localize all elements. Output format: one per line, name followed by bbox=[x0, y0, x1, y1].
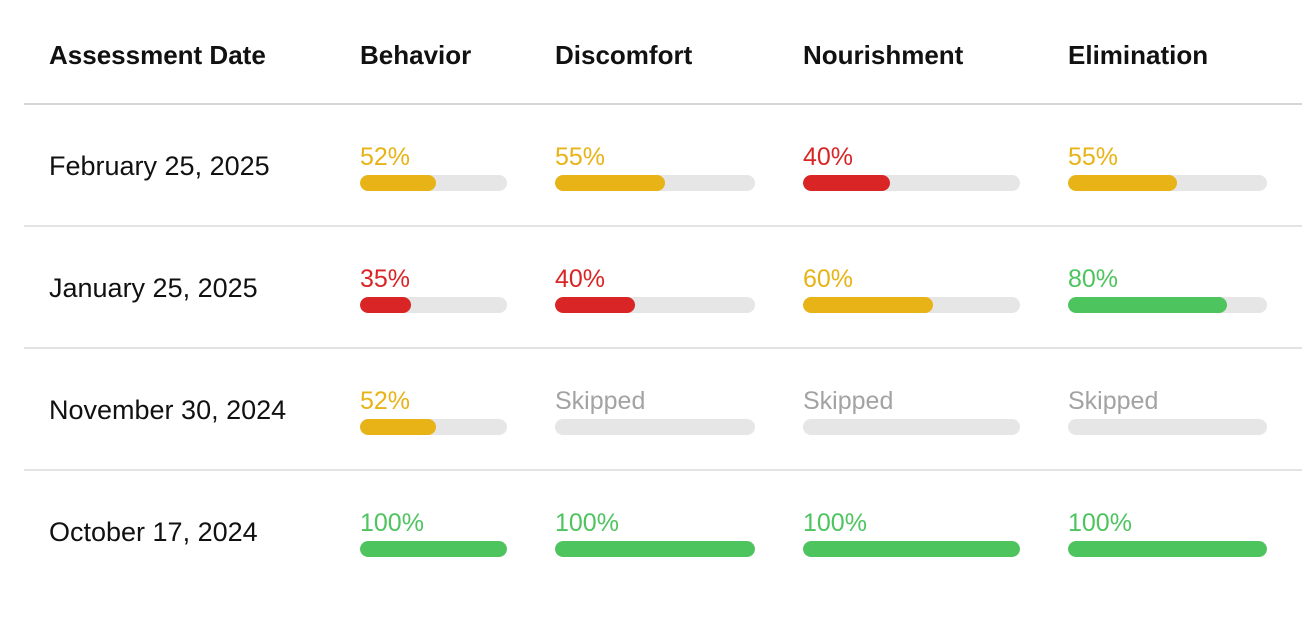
score-bar-track bbox=[803, 419, 1020, 435]
behavior-score: 35% bbox=[360, 265, 507, 313]
nourishment-score: Skipped bbox=[803, 387, 1020, 435]
score-bar-fill bbox=[803, 297, 934, 313]
table-row: January 25, 2025 35% 40% 60% 80% bbox=[24, 227, 1302, 349]
score-label: Skipped bbox=[555, 387, 646, 415]
score-label: Skipped bbox=[1068, 387, 1159, 415]
score-bar-fill bbox=[360, 297, 412, 313]
score-label: 40% bbox=[803, 143, 854, 171]
header-nourishment: Nourishment bbox=[803, 40, 964, 70]
score-bar-track bbox=[555, 175, 755, 191]
score-bar-fill bbox=[555, 541, 755, 557]
score-bar-fill bbox=[360, 541, 507, 557]
assessment-date: January 25, 2025 bbox=[49, 273, 258, 303]
assessment-date: November 30, 2024 bbox=[49, 395, 287, 425]
score-label: 100% bbox=[1068, 509, 1132, 537]
behavior-score: 52% bbox=[360, 387, 507, 435]
discomfort-score: Skipped bbox=[555, 387, 755, 435]
header-discomfort: Discomfort bbox=[555, 40, 693, 70]
elimination-score: 55% bbox=[1068, 143, 1267, 191]
score-bar-fill bbox=[555, 175, 665, 191]
elimination-score: Skipped bbox=[1068, 387, 1267, 435]
nourishment-score: 60% bbox=[803, 265, 1020, 313]
score-label: Skipped bbox=[803, 387, 894, 415]
score-bar-track bbox=[803, 175, 1020, 191]
score-bar-track bbox=[555, 541, 755, 557]
discomfort-score: 55% bbox=[555, 143, 755, 191]
score-bar-fill bbox=[803, 175, 890, 191]
score-bar-track bbox=[555, 419, 755, 435]
assessment-date: February 25, 2025 bbox=[49, 151, 270, 181]
score-bar-track bbox=[1068, 419, 1267, 435]
score-bar-fill bbox=[555, 297, 635, 313]
table-row: October 17, 2024 100% 100% 100% 100% bbox=[24, 471, 1302, 593]
nourishment-score: 100% bbox=[803, 509, 1020, 557]
nourishment-score: 40% bbox=[803, 143, 1020, 191]
header-behavior: Behavior bbox=[360, 40, 472, 70]
elimination-score: 80% bbox=[1068, 265, 1267, 313]
score-label: 60% bbox=[803, 265, 854, 293]
score-label: 100% bbox=[360, 509, 424, 537]
score-label: 100% bbox=[803, 509, 867, 537]
score-bar-fill bbox=[1068, 175, 1178, 191]
discomfort-score: 40% bbox=[555, 265, 755, 313]
score-bar-track bbox=[1068, 297, 1267, 313]
score-bar-fill bbox=[360, 419, 437, 435]
table-row: February 25, 2025 52% 55% 40% 55% bbox=[24, 105, 1302, 227]
elimination-score: 100% bbox=[1068, 509, 1267, 557]
score-bar-track bbox=[360, 541, 507, 557]
table-row: November 30, 2024 52% Skipped Skipped Sk… bbox=[24, 349, 1302, 471]
score-bar-track bbox=[360, 297, 507, 313]
score-bar-track bbox=[360, 175, 507, 191]
assessment-date: October 17, 2024 bbox=[49, 517, 258, 547]
score-label: 52% bbox=[360, 143, 411, 171]
header-elimination: Elimination bbox=[1068, 40, 1209, 70]
behavior-score: 52% bbox=[360, 143, 507, 191]
score-bar-fill bbox=[1068, 541, 1267, 557]
table-header-row: Assessment Date Behavior Discomfort Nour… bbox=[24, 0, 1302, 105]
score-label: 80% bbox=[1068, 265, 1119, 293]
assessment-table: Assessment Date Behavior Discomfort Nour… bbox=[24, 0, 1302, 593]
score-bar-fill bbox=[1068, 297, 1228, 313]
score-label: 40% bbox=[555, 265, 606, 293]
discomfort-score: 100% bbox=[555, 509, 755, 557]
score-bar-track bbox=[1068, 541, 1267, 557]
score-bar-track bbox=[360, 419, 507, 435]
score-label: 55% bbox=[1068, 143, 1119, 171]
score-label: 55% bbox=[555, 143, 606, 171]
score-bar-track bbox=[803, 297, 1020, 313]
score-label: 35% bbox=[360, 265, 411, 293]
score-label: 52% bbox=[360, 387, 411, 415]
score-bar-fill bbox=[803, 541, 1020, 557]
score-label: 100% bbox=[555, 509, 619, 537]
score-bar-track bbox=[803, 541, 1020, 557]
header-assessment-date: Assessment Date bbox=[49, 40, 266, 70]
behavior-score: 100% bbox=[360, 509, 507, 557]
score-bar-track bbox=[555, 297, 755, 313]
score-bar-fill bbox=[360, 175, 437, 191]
score-bar-track bbox=[1068, 175, 1267, 191]
